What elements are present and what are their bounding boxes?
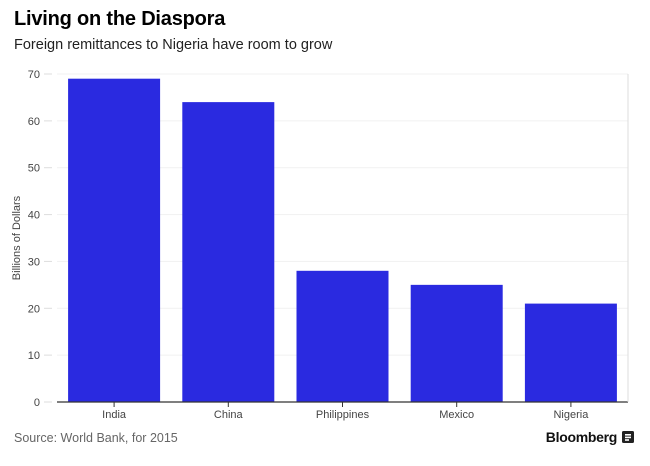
- bloomberg-logo-icon: [622, 431, 634, 443]
- y-tick-label: 50: [28, 163, 40, 175]
- chart-subtitle: Foreign remittances to Nigeria have room…: [14, 37, 333, 53]
- y-tick-label: 10: [28, 350, 40, 362]
- brand-mark: Bloomberg: [546, 429, 634, 445]
- brand-name: Bloomberg: [545, 429, 618, 445]
- x-tick-label: India: [102, 409, 127, 421]
- chart-title: Living on the Diaspora: [14, 8, 226, 30]
- y-tick-label: 60: [28, 116, 40, 128]
- x-tick-label: Mexico: [439, 409, 474, 421]
- y-tick-label: 0: [34, 397, 40, 409]
- bar-mexico: [410, 284, 503, 402]
- y-tick-label: 40: [28, 210, 40, 222]
- y-tick-label: 30: [28, 256, 40, 268]
- y-axis-label: Billions of Dollars: [11, 195, 23, 280]
- x-tick-label: Nigeria: [553, 409, 589, 421]
- bar-chart: 0 10 20 30 40 50 60 70 Billions of Dollars India C…: [11, 69, 629, 421]
- x-tick-label: Philippines: [316, 409, 370, 421]
- x-tick-label: China: [214, 409, 244, 421]
- source-note: Source: World Bank, for 2015: [14, 431, 178, 445]
- bar-china: [182, 102, 275, 402]
- bar-nigeria: [524, 303, 617, 402]
- bar-india: [68, 78, 161, 402]
- y-tick-label: 70: [28, 69, 40, 81]
- y-tick-label: 20: [28, 303, 40, 315]
- bar-philippines: [296, 270, 389, 402]
